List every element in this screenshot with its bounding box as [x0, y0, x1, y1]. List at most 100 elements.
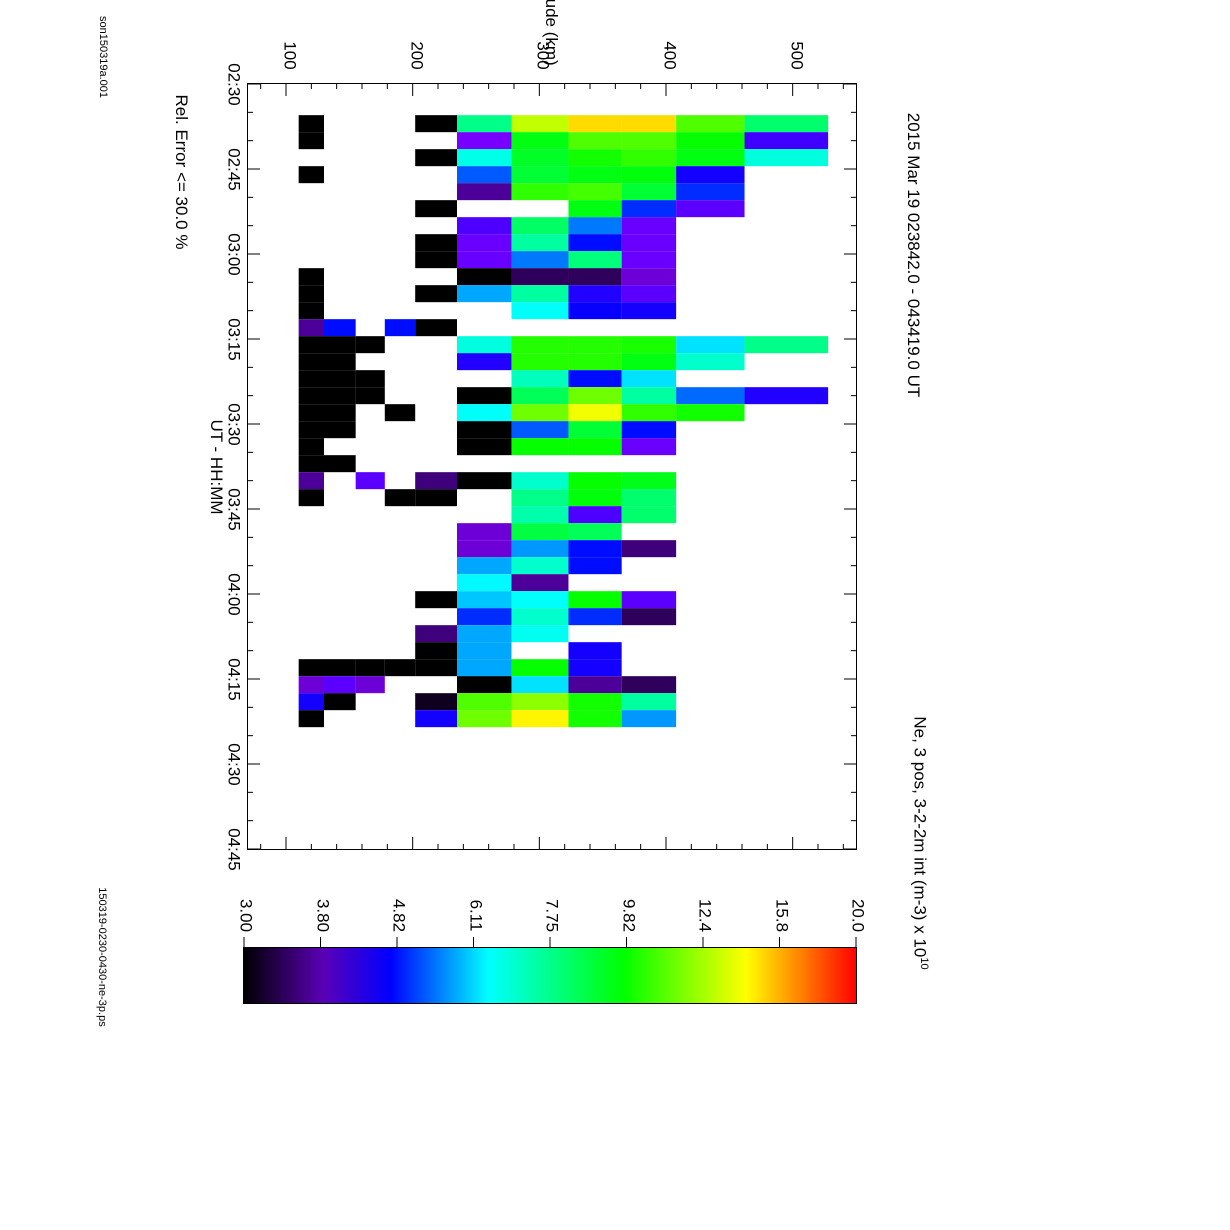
heatmap-cell — [621, 353, 677, 371]
x-tick-label: 02:30 — [224, 62, 244, 106]
colorbar — [243, 947, 857, 1004]
heatmap-cell — [568, 642, 622, 660]
heatmap-cell — [457, 438, 512, 456]
heatmap-cell — [298, 132, 324, 150]
heatmap-cell — [621, 302, 677, 320]
heatmap-cell — [511, 336, 569, 354]
heatmap-cell — [568, 438, 622, 456]
heatmap-cell — [324, 387, 356, 405]
heatmap-cell — [568, 404, 622, 422]
heatmap-cell — [511, 710, 569, 728]
heatmap-cell — [621, 676, 677, 694]
heatmap-cell — [568, 251, 622, 269]
heatmap-cell — [457, 591, 512, 609]
heatmap-cell — [298, 387, 324, 405]
heatmap-cell — [298, 455, 324, 473]
date-range-title: 2015 Mar 19 023842.0 - 043419.0 UT — [904, 112, 923, 398]
colorbar-tick-label: 3.80 — [313, 898, 332, 932]
heatmap-cell — [415, 659, 457, 677]
colorbar-tick-label: 12.4 — [695, 898, 715, 932]
heatmap-cell — [676, 183, 745, 201]
heatmap-cell — [457, 149, 512, 167]
heatmap-cell — [676, 336, 745, 354]
heatmap-cell — [511, 370, 569, 388]
heatmap-cell — [457, 608, 512, 626]
heatmap-cells — [298, 115, 829, 728]
heatmap-cell — [568, 302, 622, 320]
heatmap-cell — [621, 472, 677, 490]
heatmap-cell — [568, 336, 622, 354]
heatmap-cell — [384, 404, 416, 422]
heatmap-cell — [298, 404, 324, 422]
heatmap-cell — [324, 370, 356, 388]
heatmap-cell — [415, 710, 457, 728]
heatmap-cell — [621, 404, 677, 422]
heatmap-cell — [568, 421, 622, 439]
heatmap-cell — [511, 268, 569, 286]
heatmap-cell — [568, 489, 622, 507]
heatmap-cell — [457, 421, 512, 439]
heatmap-cell — [298, 353, 324, 371]
heatmap-cell — [355, 659, 385, 677]
heatmap-cell — [298, 472, 324, 490]
heatmap-cell — [415, 472, 457, 490]
heatmap-cell — [568, 183, 622, 201]
heatmap-cell — [568, 693, 622, 711]
heatmap-cell — [744, 336, 829, 354]
x-tick-label: 02:45 — [224, 147, 244, 191]
heatmap-cell — [511, 540, 569, 558]
heatmap-cell — [457, 523, 512, 541]
heatmap-cell — [298, 268, 324, 286]
heatmap-cell — [415, 149, 457, 167]
heatmap-cell — [568, 540, 622, 558]
heatmap-cell — [568, 506, 622, 524]
heatmap-cell — [298, 285, 324, 303]
heatmap-cell — [511, 523, 569, 541]
heatmap-cell — [384, 319, 416, 337]
heatmap-cell — [457, 115, 512, 133]
colorbar-tick-label: 7.75 — [542, 898, 562, 932]
heatmap-cell — [621, 370, 677, 388]
heatmap-cell — [384, 659, 416, 677]
heatmap-cell — [676, 200, 745, 218]
heatmap-cell — [568, 166, 622, 184]
colorbar-tick-label: 3.00 — [236, 898, 256, 932]
plot-frame — [247, 83, 857, 850]
heatmap-cell — [355, 370, 385, 388]
heatmap-cell — [511, 285, 569, 303]
heatmap-cell — [744, 149, 829, 167]
heatmap-cell — [676, 404, 745, 422]
heatmap-cell — [457, 540, 512, 558]
heatmap-cell — [568, 132, 622, 150]
heatmap-cell — [324, 319, 356, 337]
heatmap-cell — [676, 149, 745, 167]
heatmap-cell — [324, 336, 356, 354]
heatmap-cell — [621, 489, 677, 507]
heatmap-cell — [621, 608, 677, 626]
x-tick-label: 03:00 — [224, 232, 244, 276]
heatmap-cell — [415, 200, 457, 218]
heatmap-cell — [298, 302, 324, 320]
heatmap-cell — [511, 625, 569, 643]
heatmap-cell — [457, 285, 512, 303]
heatmap-cell — [415, 693, 457, 711]
heatmap-cell — [568, 200, 622, 218]
heatmap-cell — [324, 659, 356, 677]
heatmap-cell — [621, 506, 677, 524]
heatmap-cell — [621, 540, 677, 558]
heatmap-cell — [457, 166, 512, 184]
heatmap-cell — [457, 268, 512, 286]
heatmap-cell — [457, 217, 512, 235]
heatmap-cell — [511, 302, 569, 320]
heatmap-cell — [621, 336, 677, 354]
heatmap-cell — [511, 149, 569, 167]
heatmap-cell — [621, 183, 677, 201]
plot-label-text: Ne, 3 pos, 3-2-2m int (m-3) x 10 — [910, 716, 930, 958]
heatmap-cell — [744, 387, 829, 405]
plot-label-exponent: 10 — [918, 957, 930, 970]
heatmap-cell — [568, 353, 622, 371]
heatmap-cell — [457, 659, 512, 677]
heatmap-cell — [511, 251, 569, 269]
heatmap-cell — [511, 132, 569, 150]
